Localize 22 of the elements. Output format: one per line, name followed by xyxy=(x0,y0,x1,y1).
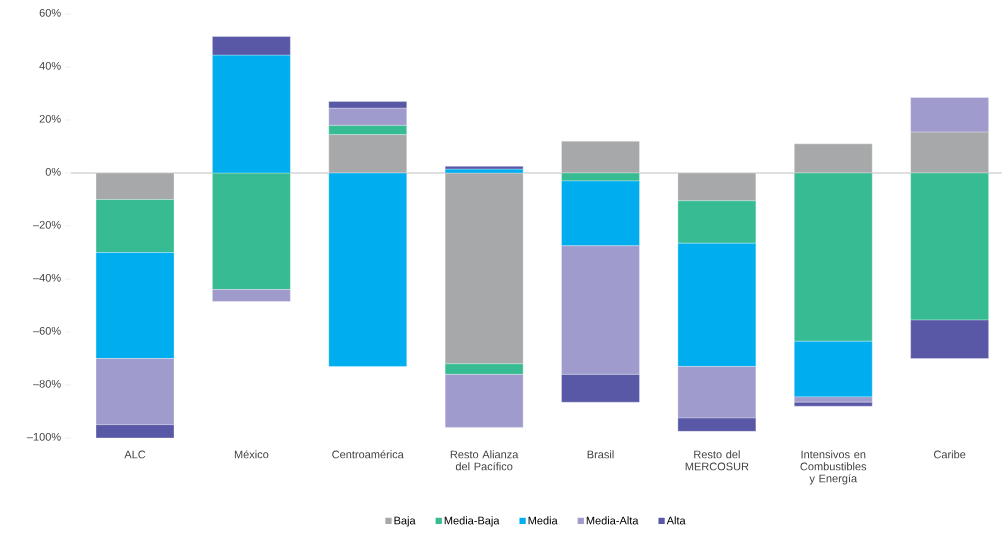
y-tick-label: –100% xyxy=(26,432,61,441)
x-tick-label: Intensivos en Combustibles y Energía xyxy=(800,450,867,485)
y-tick-label: –60% xyxy=(33,326,61,335)
y-tick-label: –40% xyxy=(33,273,61,282)
x-tick-label: Brasil xyxy=(587,450,614,459)
y-tick-label: 0% xyxy=(45,167,61,176)
legend-label: Media-Alta xyxy=(586,516,639,525)
x-tick-label: Resto del MERCOSUR xyxy=(685,450,749,471)
x-tick-label: ALC xyxy=(124,450,146,459)
x-tick-label: Centroamérica xyxy=(332,450,404,459)
legend-label: Media xyxy=(528,516,558,525)
y-tick-label: 20% xyxy=(39,114,61,123)
x-tick-label: Caribe xyxy=(934,450,966,459)
y-tick-label: –80% xyxy=(33,379,61,388)
y-tick-label: –20% xyxy=(33,220,61,229)
x-tick-label: México xyxy=(234,450,269,459)
legend-label: Alta xyxy=(666,516,686,525)
y-tick-label: 60% xyxy=(39,8,61,17)
y-tick-label: 40% xyxy=(39,61,61,70)
x-tick-label: Resto Alianza del Pacífico xyxy=(450,450,519,471)
legend-label: Baja xyxy=(394,516,416,527)
legend-label: Media-Baja xyxy=(444,516,500,527)
